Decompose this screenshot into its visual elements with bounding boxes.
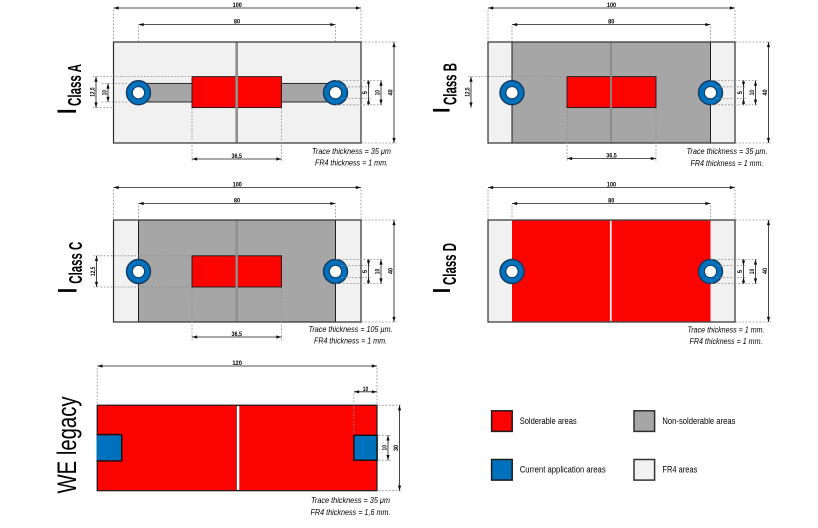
svg-text:12,5: 12,5	[90, 267, 97, 277]
svg-text:5: 5	[362, 270, 369, 273]
svg-text:Class C: Class C	[65, 242, 86, 284]
svg-text:36,5: 36,5	[232, 331, 243, 338]
svg-text:80: 80	[608, 198, 614, 205]
svg-text:30: 30	[393, 445, 400, 451]
svg-text:100: 100	[607, 182, 616, 189]
svg-text:36,5: 36,5	[232, 153, 243, 160]
svg-text:FR4 thickness = 1 mm.: FR4 thickness = 1 mm.	[314, 336, 387, 346]
svg-text:Solderable areas: Solderable areas	[520, 416, 577, 427]
svg-text:40: 40	[387, 89, 394, 95]
svg-text:10: 10	[749, 90, 756, 96]
svg-text:10: 10	[363, 386, 369, 393]
svg-text:Class A: Class A	[64, 64, 85, 106]
svg-text:40: 40	[762, 268, 769, 274]
svg-text:Class B: Class B	[440, 63, 461, 105]
svg-text:12,5: 12,5	[89, 87, 96, 97]
svg-text:10: 10	[749, 269, 756, 275]
svg-text:Trace thickness = 35 μm: Trace thickness = 35 μm	[312, 146, 391, 156]
svg-text:Non-solderable areas: Non-solderable areas	[662, 416, 735, 427]
svg-text:36,5: 36,5	[606, 153, 617, 160]
svg-text:80: 80	[234, 19, 240, 26]
svg-text:Class D: Class D	[439, 243, 460, 285]
svg-text:5: 5	[362, 91, 369, 94]
svg-text:100: 100	[607, 2, 616, 9]
svg-text:12,5: 12,5	[464, 87, 471, 97]
svg-text:100: 100	[233, 2, 242, 9]
svg-text:WE legacy: WE legacy	[52, 396, 82, 493]
svg-text:FR4 thickness = 1 mm.: FR4 thickness = 1 mm.	[690, 336, 763, 346]
svg-text:Trace thickness = 35 μm: Trace thickness = 35 μm	[311, 495, 390, 505]
svg-text:40: 40	[762, 89, 769, 95]
svg-text:10: 10	[101, 90, 108, 96]
svg-text:Trace thickness = 1 mm.: Trace thickness = 1 mm.	[688, 324, 765, 334]
svg-text:80: 80	[608, 19, 614, 26]
svg-text:FR4 thickness = 1,6 mm.: FR4 thickness = 1,6 mm.	[311, 507, 391, 517]
svg-text:Current application areas: Current application areas	[520, 464, 606, 475]
svg-text:100: 100	[233, 182, 242, 189]
svg-text:80: 80	[234, 198, 240, 205]
svg-text:10: 10	[374, 90, 381, 96]
svg-text:FR4 thickness = 1 mm.: FR4 thickness = 1 mm.	[691, 158, 764, 168]
svg-text:5: 5	[737, 270, 744, 273]
svg-text:Trace thickness = 35 μm.: Trace thickness = 35 μm.	[687, 146, 768, 156]
svg-text:Trace thickness = 105 μm.: Trace thickness = 105 μm.	[309, 324, 393, 334]
svg-text:40: 40	[387, 268, 394, 274]
svg-text:120: 120	[232, 360, 242, 367]
svg-text:FR4 areas: FR4 areas	[662, 464, 697, 475]
svg-text:FR4 thickness = 1 mm.: FR4 thickness = 1 mm.	[315, 158, 388, 168]
svg-text:5: 5	[737, 91, 744, 94]
svg-text:10: 10	[374, 269, 381, 275]
svg-text:10: 10	[381, 445, 388, 451]
